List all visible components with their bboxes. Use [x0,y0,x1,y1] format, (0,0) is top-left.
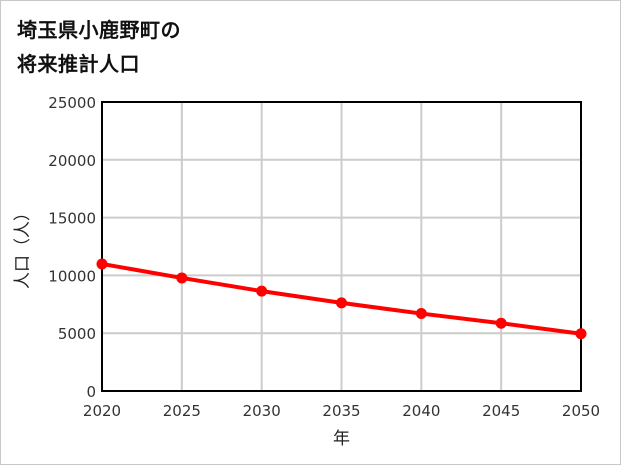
x-tick-label: 2030 [243,402,281,420]
chart-title: 埼玉県小鹿野町の 将来推計人口 [17,13,181,81]
y-tick-label: 5000 [58,325,96,343]
y-tick-label: 0 [86,383,96,401]
data-point [256,285,268,297]
data-point [96,258,108,270]
data-point [415,308,427,320]
y-tick-label: 20000 [48,152,96,170]
data-point [336,297,347,309]
y-axis-label: 人口（人） [13,204,33,289]
y-tick-label: 10000 [48,267,96,285]
y-tick-label: 25000 [48,94,96,112]
chart-title-line-1: 埼玉県小鹿野町の [17,18,181,42]
x-tick-label: 2025 [163,402,201,420]
x-tick-label: 2045 [482,402,520,420]
chart-title-line-2: 将来推計人口 [17,52,140,76]
data-point [176,272,188,284]
x-axis-label: 年 [333,429,350,449]
plot-area-border [101,101,582,392]
data-point [495,317,507,329]
x-tick-label: 2050 [562,402,600,420]
x-tick-label: 2040 [402,402,440,420]
x-tick-label: 2035 [322,402,360,420]
y-tick-label: 15000 [48,210,96,228]
data-point [575,328,587,340]
x-tick-label: 2020 [83,402,121,420]
